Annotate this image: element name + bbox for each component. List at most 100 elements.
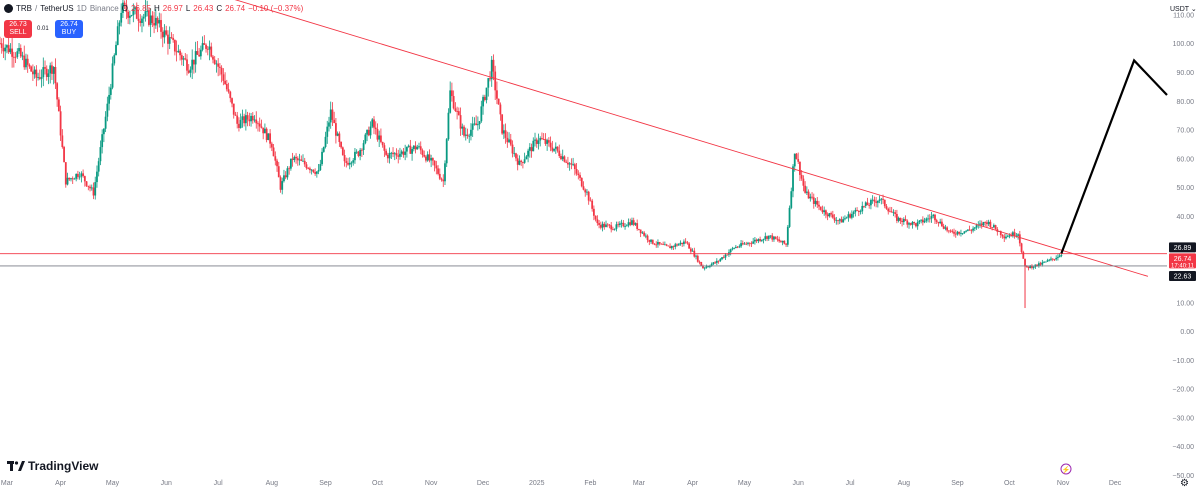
candle-body xyxy=(466,134,469,137)
change-value: −0.10 (−0.37%) xyxy=(248,4,304,13)
candle-body xyxy=(260,126,263,128)
candle-body xyxy=(774,236,777,239)
candle-body xyxy=(757,239,760,242)
symbol-header[interactable]: TRB / TetherUS 1D Binance O 26.85 H 26.97 … xyxy=(4,4,303,13)
candle-body xyxy=(75,173,78,179)
candle-body xyxy=(139,20,142,23)
candle-body xyxy=(499,104,502,115)
candle-body xyxy=(800,174,803,179)
candle-body xyxy=(373,119,375,128)
candle-body xyxy=(96,171,98,183)
candle-body xyxy=(568,163,571,165)
sell-button[interactable]: 26.73 SELL xyxy=(4,20,32,38)
candle-body xyxy=(146,10,149,12)
candle-body xyxy=(274,156,277,161)
candle-body xyxy=(241,116,244,120)
close-value: 26.74 xyxy=(225,4,246,13)
candle-body xyxy=(909,223,912,225)
candle-body xyxy=(1010,235,1013,237)
candle-body xyxy=(617,224,620,226)
candle-body xyxy=(265,128,268,141)
candle-body xyxy=(880,198,883,200)
candle-body xyxy=(196,51,199,55)
tradingview-logo-icon xyxy=(7,460,25,471)
candle-body xyxy=(714,262,716,264)
y-tick-label: 110.00 xyxy=(1173,12,1194,19)
candle-body xyxy=(21,55,24,57)
candle-body xyxy=(960,233,962,234)
candle-body xyxy=(717,260,720,262)
candle-body xyxy=(381,141,384,146)
candle-body xyxy=(137,18,140,21)
chevron-down-icon: ⌄ xyxy=(1190,6,1197,13)
candle-body xyxy=(1057,257,1059,258)
candle-body xyxy=(38,77,41,79)
y-tick-label: 0.00 xyxy=(1180,329,1194,336)
candle-body xyxy=(835,220,838,222)
candle-body xyxy=(459,115,462,129)
x-tick-label: 2025 xyxy=(529,480,545,487)
candle-body xyxy=(49,65,52,74)
candle-body xyxy=(191,59,194,70)
candle-body xyxy=(251,115,254,121)
candle-body xyxy=(807,191,810,199)
candle-body xyxy=(302,160,304,162)
candle-body xyxy=(1037,263,1040,266)
candle-body xyxy=(965,230,968,232)
tradingview-logo[interactable]: TradingView xyxy=(7,459,98,473)
candle-body xyxy=(525,156,528,160)
candle-body xyxy=(643,232,646,236)
candle-body xyxy=(11,48,14,57)
candle-body xyxy=(348,162,351,165)
candle-body xyxy=(4,47,7,52)
symbol-name[interactable]: TRB xyxy=(16,4,32,13)
candle-body xyxy=(310,169,313,171)
candle-body xyxy=(246,115,249,120)
candle-body xyxy=(87,185,90,187)
candle-body xyxy=(148,10,150,25)
candle-body xyxy=(362,143,365,150)
candle-body xyxy=(341,147,344,156)
candle-body xyxy=(250,115,252,122)
candle-body xyxy=(760,239,763,241)
gear-icon[interactable]: ⚙ xyxy=(1180,478,1189,489)
candle-body xyxy=(715,260,718,263)
candle-body xyxy=(681,242,684,245)
support-price-badge-text: 22.63 xyxy=(1174,273,1192,280)
candle-body xyxy=(289,158,292,169)
candle-body xyxy=(631,220,633,225)
candle-body xyxy=(655,244,658,246)
candle-body xyxy=(689,248,692,252)
candle-body xyxy=(177,50,180,53)
candle-body xyxy=(710,264,713,267)
candle-body xyxy=(425,156,427,161)
candle-body xyxy=(295,156,297,159)
candle-body xyxy=(838,219,841,221)
currency-label: USDT xyxy=(1170,6,1189,13)
candle-body xyxy=(475,123,478,126)
candle-body xyxy=(556,146,559,151)
interval-label[interactable]: 1D xyxy=(76,4,87,13)
currency-selector[interactable]: USDT ⌄ xyxy=(1170,5,1197,13)
candle-body xyxy=(679,242,682,245)
y-tick-label: 10.00 xyxy=(1176,300,1194,307)
candle-body xyxy=(286,168,289,178)
candle-body xyxy=(987,221,990,225)
candle-body xyxy=(947,230,950,232)
candle-body xyxy=(580,177,583,187)
candle-body xyxy=(116,26,119,45)
candle-body xyxy=(586,191,588,193)
candle-body xyxy=(767,235,770,239)
candle-body xyxy=(975,225,978,228)
candle-body xyxy=(892,212,895,214)
buy-button[interactable]: 26.74 BUY xyxy=(55,20,83,38)
candle-body xyxy=(386,154,389,159)
candle-body xyxy=(210,46,213,57)
candle-body xyxy=(837,220,839,222)
candle-body xyxy=(437,168,439,174)
candle-body xyxy=(786,226,789,245)
candle-body xyxy=(563,156,566,162)
candle-body xyxy=(189,69,192,73)
